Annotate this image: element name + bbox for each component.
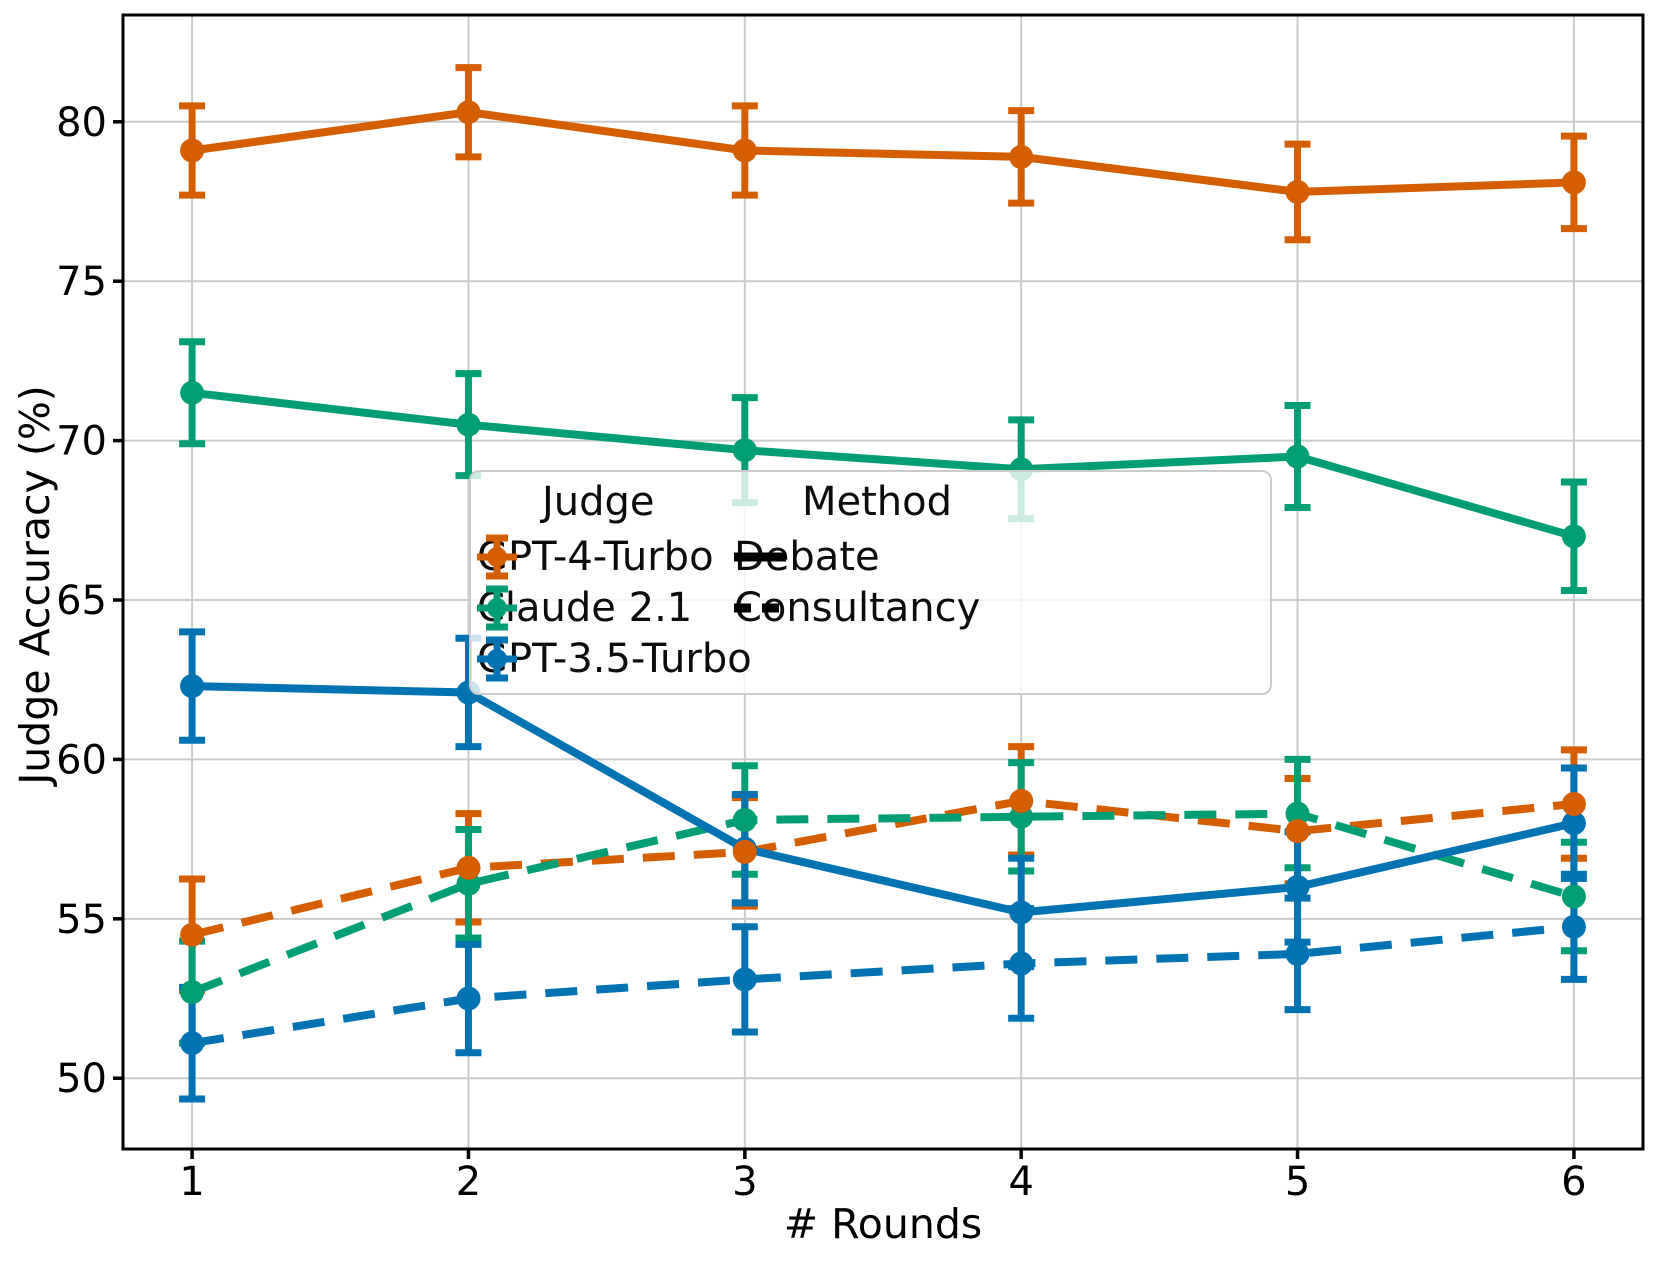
legend-item-gpt4-turbo: GPT-4-Turbo: [477, 531, 714, 583]
series-lines: [190, 108, 1576, 1048]
x-tick-label: 1: [179, 1159, 204, 1205]
markers: [180, 100, 1586, 1056]
plot-border: [121, 13, 1645, 1151]
legend-label: GPT-3.5-Turbo: [477, 636, 752, 682]
errorbar-marker-icon: [477, 585, 517, 631]
y-tick-label: 80: [56, 100, 107, 146]
y-axis-label: Judge Accuracy (%): [11, 385, 59, 785]
legend-item-claude-2-1: Claude 2.1: [477, 582, 692, 634]
x-tick-label: 5: [1285, 1159, 1310, 1205]
x-tick-label: 3: [732, 1159, 757, 1205]
solid-line-icon: [734, 552, 786, 562]
errorbar-marker-icon: [477, 636, 517, 682]
x-tick-label: 6: [1561, 1159, 1586, 1205]
legend: Judge GPT-4-Turbo Claude 2.1: [469, 470, 1272, 695]
y-tick-label: 75: [56, 259, 107, 305]
dashed-line-icon: [734, 603, 786, 613]
legend-item-debate: Debate: [734, 531, 880, 583]
axis-ticks: [113, 120, 1576, 1159]
legend-item-gpt35-turbo: GPT-3.5-Turbo: [477, 633, 752, 685]
y-tick-label: 50: [56, 1056, 107, 1102]
y-tick-label: 70: [56, 419, 107, 465]
x-axis-label: # Rounds: [783, 1200, 983, 1248]
x-tick-label: 2: [456, 1159, 481, 1205]
legend-method-title: Method: [802, 479, 953, 525]
legend-item-consultancy: Consultancy: [734, 582, 980, 634]
y-tick-label: 55: [56, 897, 107, 943]
y-tick-label: 65: [56, 578, 107, 624]
tick-labels: 50 55 60 65 70 75 80 1 2 3 4 5 6: [56, 100, 1587, 1205]
legend-judge-title: Judge: [542, 479, 655, 525]
errorbar-marker-icon: [477, 534, 517, 580]
x-tick-label: 4: [1008, 1159, 1033, 1205]
y-tick-label: 60: [56, 737, 107, 783]
